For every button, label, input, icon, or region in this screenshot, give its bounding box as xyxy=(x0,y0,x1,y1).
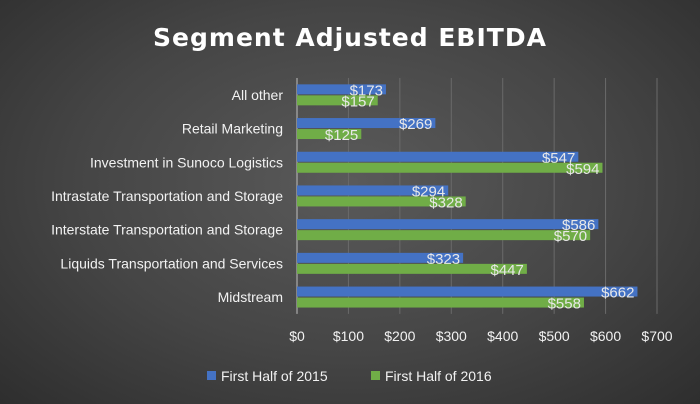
data-label: $157 xyxy=(341,93,374,110)
data-label: $328 xyxy=(429,194,462,211)
x-tick-label: $100 xyxy=(333,328,364,344)
x-tick-label: $700 xyxy=(641,328,672,344)
legend-swatch xyxy=(371,371,380,380)
data-label: $570 xyxy=(554,228,587,245)
legend-label: First Half of 2015 xyxy=(221,368,328,384)
bar xyxy=(297,162,603,173)
category-label: Midstream xyxy=(218,289,283,305)
bar xyxy=(297,252,464,263)
category-label: Interstate Transportation and Storage xyxy=(51,222,283,238)
data-label: $125 xyxy=(325,127,358,144)
x-tick-label: $400 xyxy=(487,328,518,344)
bar xyxy=(297,230,591,241)
bar xyxy=(297,118,436,129)
category-label: Retail Marketing xyxy=(182,121,283,137)
data-label: $294 xyxy=(412,183,445,200)
x-tick-label: $600 xyxy=(590,328,621,344)
data-label: $662 xyxy=(601,285,634,302)
data-label: $594 xyxy=(566,161,599,178)
bar xyxy=(297,185,449,196)
category-label: All other xyxy=(232,87,284,103)
bar xyxy=(297,84,386,95)
data-label: $558 xyxy=(548,296,581,313)
legend-label: First Half of 2016 xyxy=(385,368,492,384)
bar xyxy=(297,151,579,162)
bar xyxy=(297,263,527,274)
data-label: $269 xyxy=(399,116,432,133)
bar xyxy=(297,286,638,297)
bar xyxy=(297,95,378,106)
category-label: Investment in Sunoco Logistics xyxy=(90,154,283,170)
data-label: $447 xyxy=(491,262,524,279)
x-tick-label: $500 xyxy=(539,328,570,344)
data-label: $323 xyxy=(427,251,460,268)
x-tick-label: $0 xyxy=(289,328,305,344)
legend-swatch xyxy=(207,371,216,380)
data-label: $547 xyxy=(542,150,575,167)
category-label: Intrastate Transportation and Storage xyxy=(51,188,283,204)
x-tick-label: $300 xyxy=(436,328,467,344)
x-tick-label: $200 xyxy=(384,328,415,344)
bar xyxy=(297,219,599,230)
bar xyxy=(297,297,584,308)
bar xyxy=(297,196,466,207)
category-label: Liquids Transportation and Services xyxy=(60,255,283,271)
bar xyxy=(297,129,362,140)
chart-title: Segment Adjusted EBITDA xyxy=(153,23,547,52)
data-label: $173 xyxy=(350,82,383,99)
data-label: $586 xyxy=(562,217,595,234)
